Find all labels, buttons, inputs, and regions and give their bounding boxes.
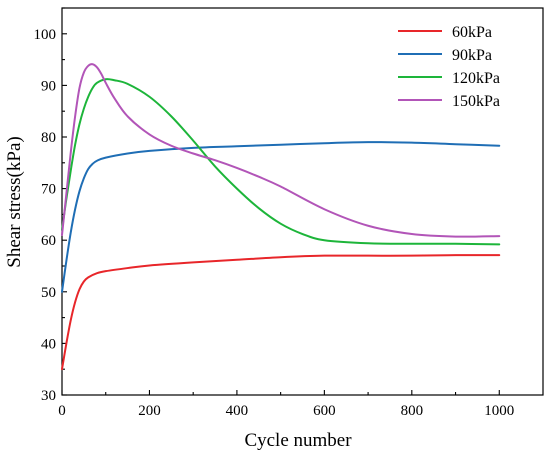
plot-border [61, 7, 544, 396]
legend-label: 120kPa [452, 70, 500, 87]
x-tick-label: 200 [138, 403, 161, 419]
y-axis-ticks: 30 40 50 60 70 80 90 100 [34, 7, 67, 404]
y-tick-label: 60 [41, 233, 56, 249]
plot-frame [61, 7, 544, 396]
x-tick-label: 800 [401, 403, 424, 419]
x-axis-ticks: 0 200 400 600 800 1000 [58, 390, 514, 419]
legend-label: 150kPa [452, 93, 500, 110]
y-tick-label: 70 [41, 182, 56, 198]
legend-label: 60kPa [452, 24, 492, 41]
x-tick-label: 400 [226, 403, 249, 419]
series-line-150kPa [61, 63, 501, 238]
series-layer [61, 63, 501, 371]
y-axis-title: Shear stress(kPa) [4, 136, 25, 267]
y-tick-label: 30 [41, 388, 56, 404]
y-tick-label: 80 [41, 130, 56, 146]
x-axis-title: Cycle number [244, 430, 352, 451]
x-tick-label: 0 [58, 403, 66, 419]
series-line-90kPa [61, 141, 501, 293]
y-tick-label: 40 [41, 336, 56, 352]
series-line-60kPa [61, 254, 501, 371]
x-tick-label: 600 [313, 403, 336, 419]
y-tick-label: 90 [41, 78, 56, 94]
y-tick-label: 50 [41, 285, 56, 301]
legend-label: 90kPa [452, 47, 492, 64]
series-line-120kPa [61, 78, 501, 246]
y-tick-label: 100 [34, 27, 57, 43]
x-tick-label: 1000 [484, 403, 514, 419]
legend: 60kPa 90kPa 120kPa 150kPa [398, 24, 500, 110]
